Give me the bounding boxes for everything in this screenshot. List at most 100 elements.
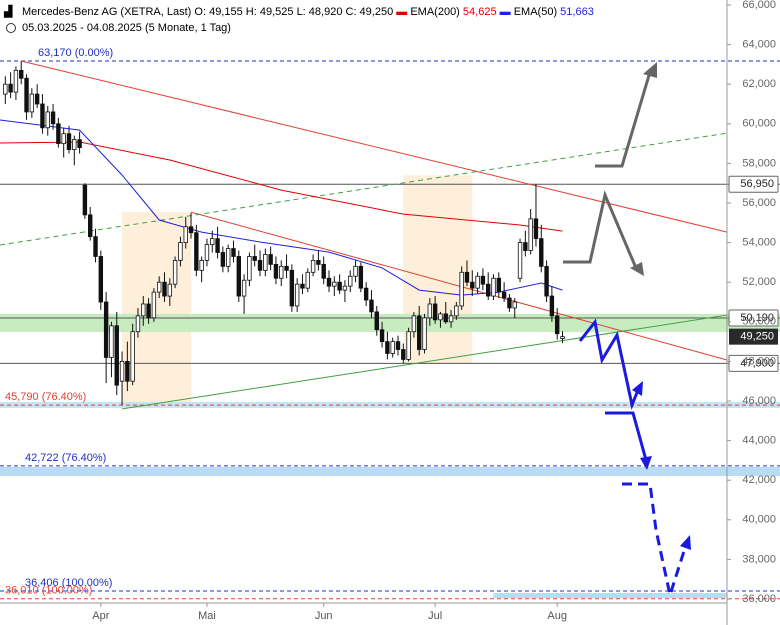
candle-body (401, 349, 406, 360)
trendline (0, 132, 728, 246)
candle-body (56, 123, 61, 145)
candle-body (109, 325, 114, 358)
header-bg (0, 0, 500, 38)
zone-band (493, 593, 727, 599)
arrow-head (630, 262, 644, 276)
trendline (190, 211, 728, 361)
candle-body (385, 341, 390, 354)
last-price-label: 49,250 (740, 331, 774, 343)
candle-body (379, 329, 385, 343)
arrow-head (643, 62, 657, 78)
candle-body (539, 238, 544, 267)
candle-body (432, 303, 438, 321)
candle-body (316, 260, 321, 265)
candle-body (353, 265, 358, 277)
blue-arrow (605, 411, 648, 461)
candle-body (172, 260, 178, 285)
candle-body (82, 184, 88, 216)
y-tick-label: 54,000 (742, 237, 776, 249)
candle-body (464, 271, 470, 283)
candle-body (199, 260, 204, 271)
candle-body (533, 218, 539, 240)
candle-body (443, 313, 448, 323)
x-tick-label: Jul (428, 610, 442, 622)
candle-body (369, 299, 374, 313)
candle-body (204, 244, 210, 261)
blue-arrow (622, 482, 687, 601)
candle-body (374, 311, 379, 331)
candle-body (448, 315, 454, 323)
candle-body (13, 69, 19, 93)
candle-body (45, 111, 50, 129)
candle-body (459, 271, 464, 307)
level-label: 42,722 (76.40%) (25, 452, 106, 464)
candle-body (501, 291, 507, 299)
candle-body (496, 277, 502, 293)
candle-body (358, 265, 364, 289)
level-tag (728, 175, 779, 193)
candle-body (417, 315, 422, 350)
candle-body (422, 317, 427, 350)
instrument: Mercedes-Benz AG (XETRA, Last) O: 49,155… (22, 6, 594, 18)
candle-body (305, 271, 310, 289)
candle-body (225, 248, 231, 267)
y-tick-label: 64,000 (742, 39, 776, 51)
candle-body (215, 238, 220, 253)
candle-body (284, 265, 289, 271)
candle-body (247, 256, 252, 281)
candle-body (231, 248, 236, 257)
clock-icon (6, 23, 16, 33)
candle-body (34, 93, 40, 105)
x-tick-label: Mai (198, 610, 216, 622)
candle-body (326, 277, 332, 287)
y-tick-label: 52,000 (742, 276, 776, 288)
level-label: 45,790 (76.40%) (5, 391, 86, 403)
y-tick-label: 46,000 (742, 395, 776, 407)
candle-body (72, 139, 77, 150)
candle-body (151, 291, 157, 319)
candle-body (363, 287, 369, 301)
candle-body (348, 275, 353, 287)
y-tick-label: 44,000 (742, 435, 776, 447)
candle-body (162, 281, 167, 297)
candle-body (427, 303, 433, 319)
candle-body (183, 226, 188, 243)
candle-body (29, 93, 35, 113)
y-tick-label: 50,000 (742, 316, 776, 328)
candle-body (125, 360, 130, 382)
candle-body (310, 260, 316, 273)
zone-band (0, 401, 780, 408)
candle-body (544, 265, 549, 297)
candle-body (517, 242, 523, 279)
candle-body (549, 295, 555, 317)
candle-body (300, 283, 305, 289)
y-tick-label: 40,000 (742, 514, 776, 526)
level-tag-label: 50,190 (740, 312, 774, 324)
candle-body (194, 232, 199, 271)
candle-body (130, 331, 135, 382)
candle-body (475, 275, 480, 289)
candle-body (141, 303, 146, 317)
x-tick-label: Jun (315, 610, 333, 622)
candle-body (523, 242, 528, 251)
candle-body (279, 265, 284, 279)
candle-body (342, 285, 348, 291)
candle-body (210, 238, 215, 245)
candle-body (273, 263, 279, 279)
level-tag-label: 47,900 (740, 357, 774, 369)
candle-body (507, 297, 512, 309)
candle-body (135, 315, 141, 333)
level-label: 36,010 (100.00%) (5, 585, 92, 597)
y-tick-label: 36,000 (742, 593, 776, 605)
candle-body (486, 283, 491, 297)
trendline (121, 314, 728, 410)
y-tick-label: 58,000 (742, 157, 776, 169)
candle-body (294, 283, 300, 307)
y-tick-label: 56,000 (742, 197, 776, 209)
candle-body (268, 254, 273, 265)
candle-body (93, 236, 98, 257)
candle-body (114, 325, 119, 386)
gray-arrow (595, 71, 652, 168)
zone-band (0, 467, 780, 477)
